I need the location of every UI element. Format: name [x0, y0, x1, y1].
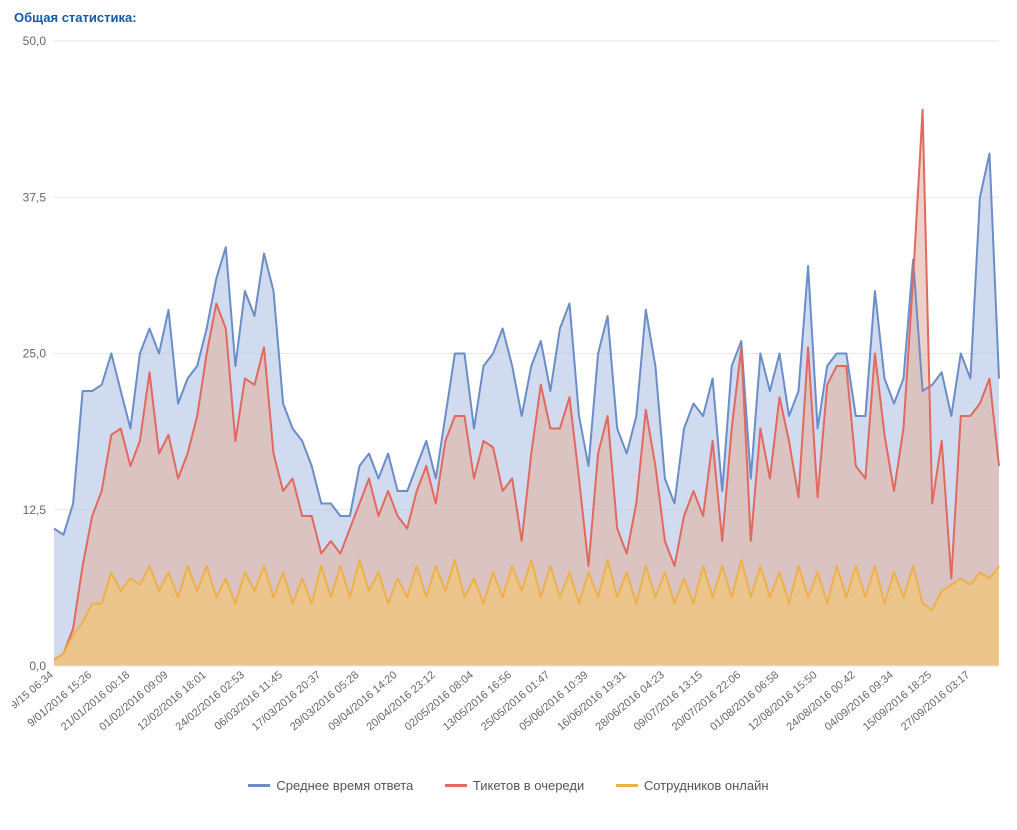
stats-chart: 0,012,525,037,550,09/15 06:349/01/2016 1… — [12, 31, 1005, 771]
legend-item-staff-online[interactable]: Сотрудников онлайн — [616, 778, 769, 793]
svg-text:0,0: 0,0 — [29, 659, 46, 673]
chart-legend: Среднее время ответа Тикетов в очереди С… — [12, 775, 1005, 793]
svg-text:12,5: 12,5 — [23, 503, 47, 517]
legend-label: Сотрудников онлайн — [644, 778, 769, 793]
legend-label: Тикетов в очереди — [473, 778, 584, 793]
legend-label: Среднее время ответа — [276, 778, 413, 793]
svg-text:25,0: 25,0 — [23, 347, 47, 361]
legend-swatch — [445, 784, 467, 787]
svg-text:37,5: 37,5 — [23, 190, 47, 204]
legend-swatch — [248, 784, 270, 787]
legend-swatch — [616, 784, 638, 787]
svg-text:50,0: 50,0 — [23, 34, 47, 48]
legend-item-tickets-queue[interactable]: Тикетов в очереди — [445, 778, 584, 793]
page-title: Общая статистика: — [14, 10, 1005, 25]
legend-item-avg-response[interactable]: Среднее время ответа — [248, 778, 413, 793]
